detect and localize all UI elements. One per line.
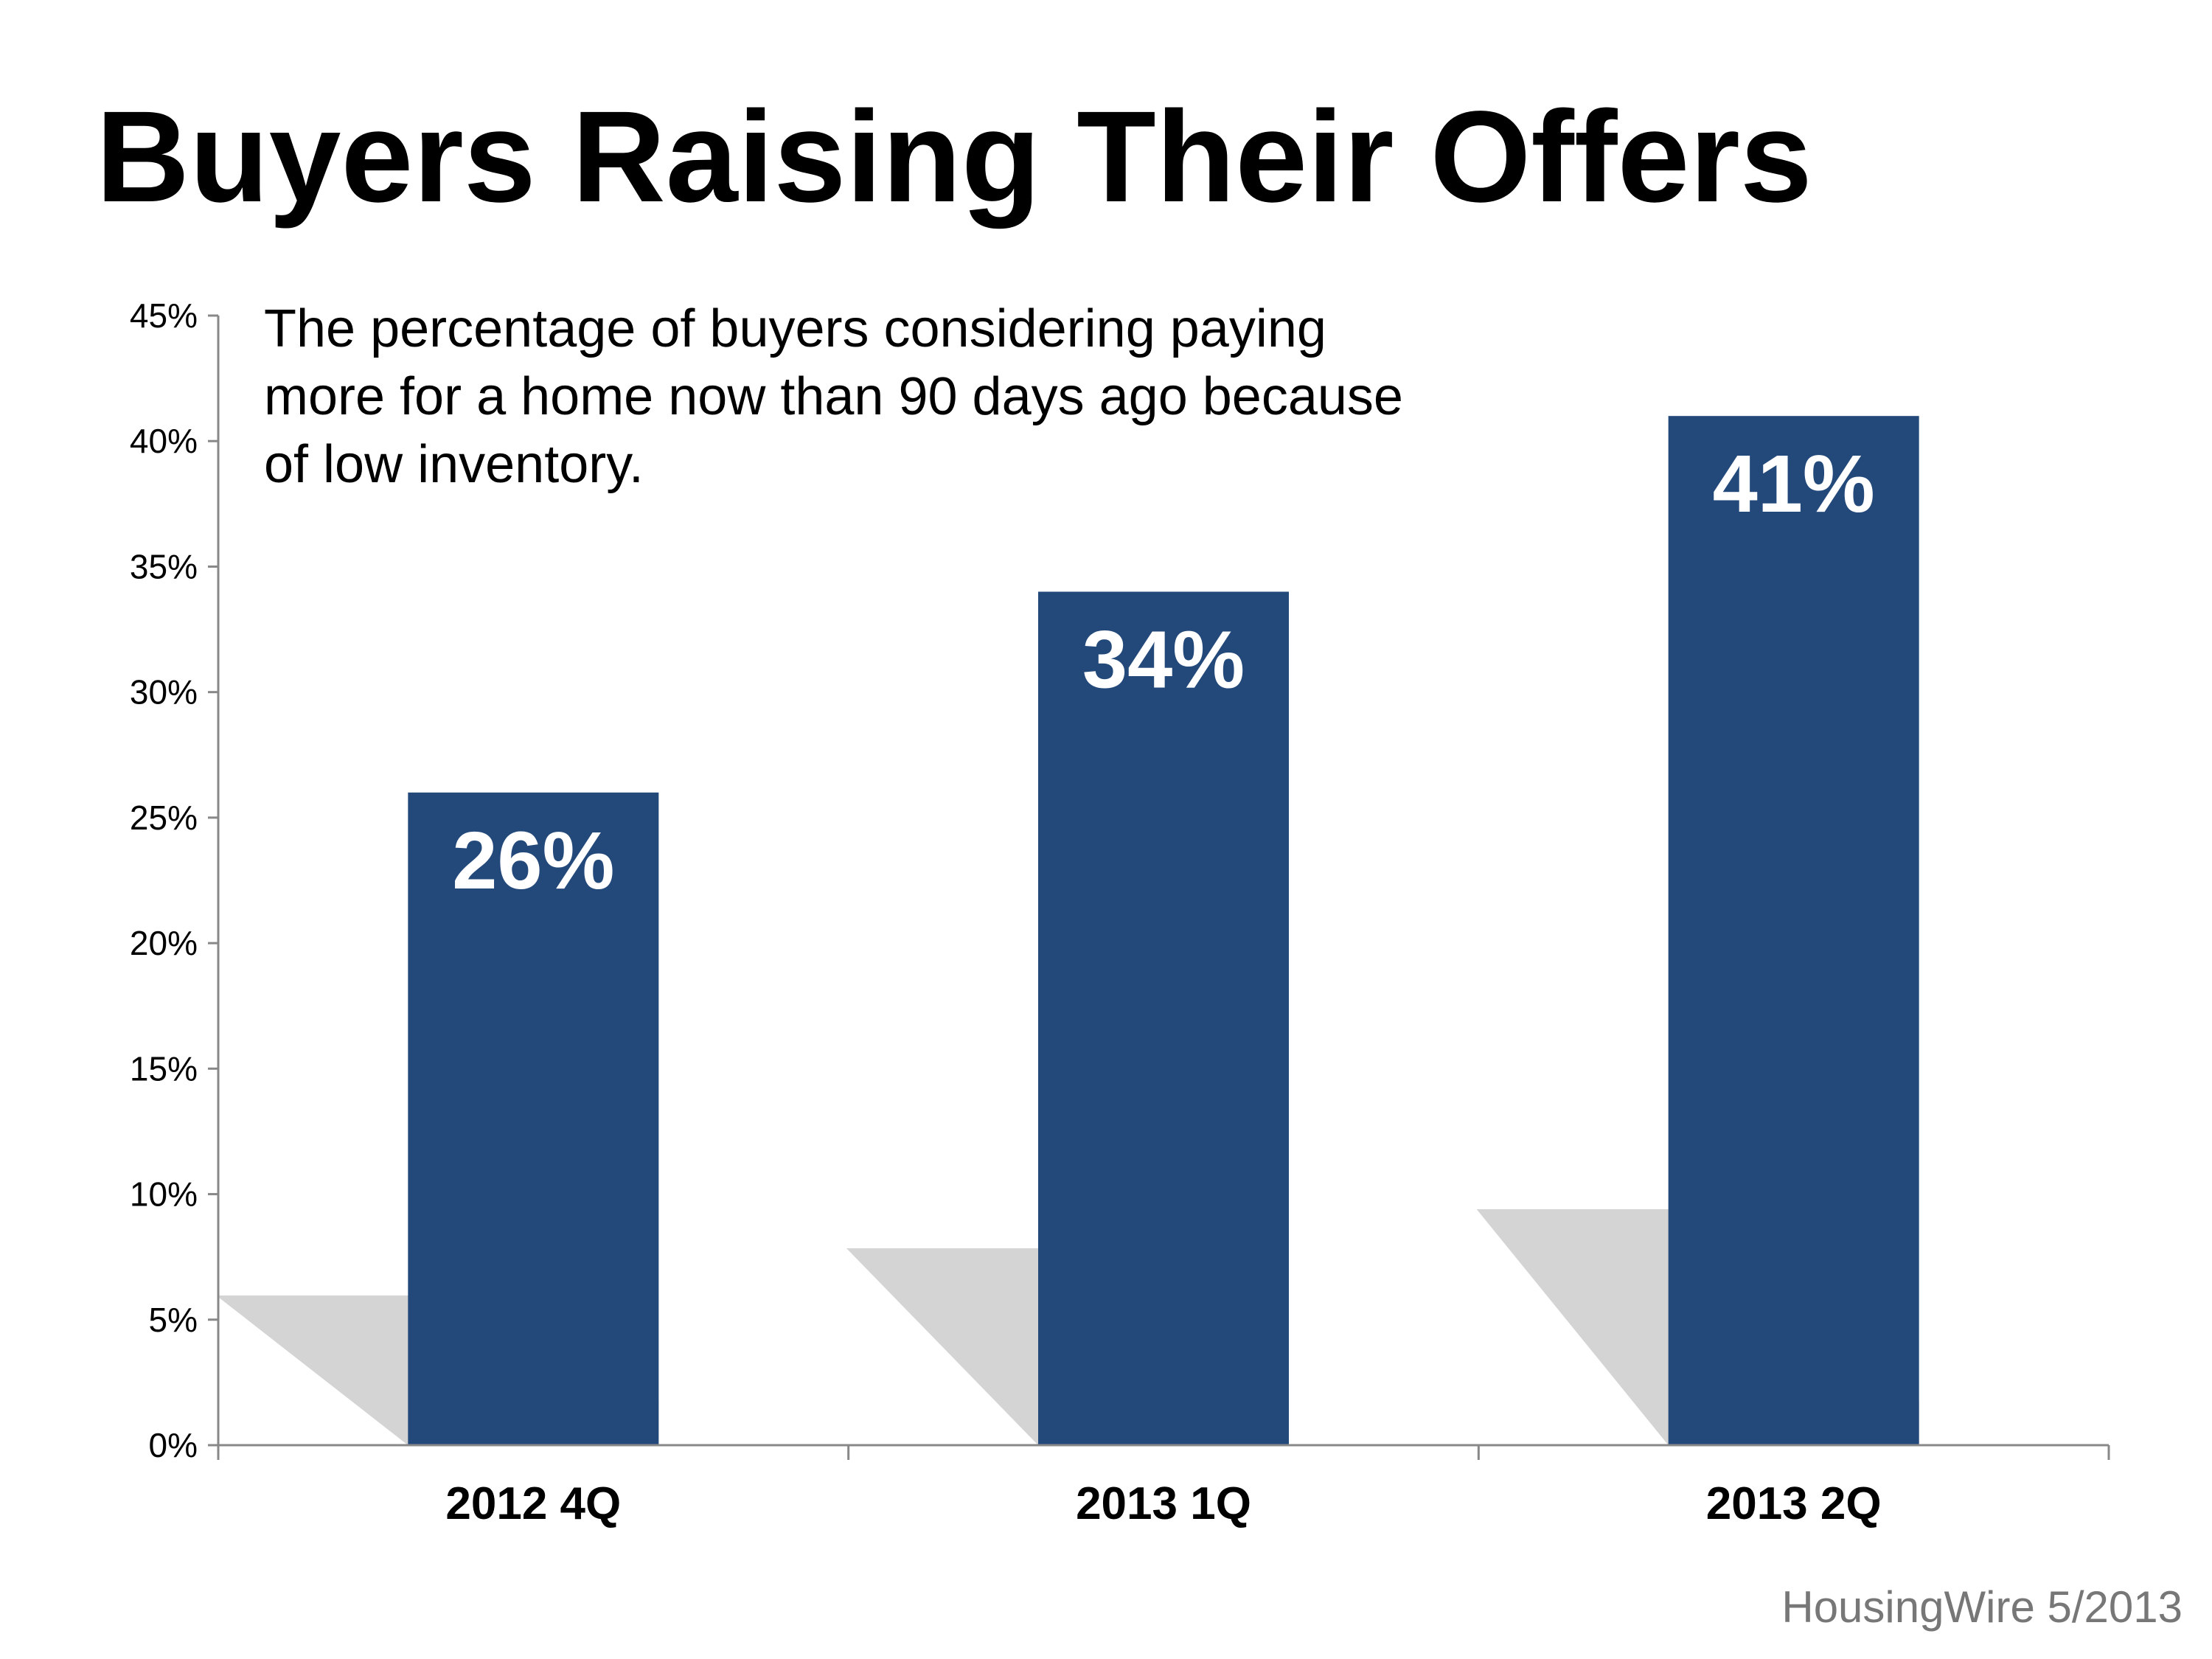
- bar-2012-4q: [408, 792, 659, 1445]
- y-tick-label: 0%: [149, 1426, 198, 1464]
- x-tick-label: 2013 1Q: [1076, 1478, 1251, 1529]
- data-label: 41%: [1713, 439, 1875, 529]
- x-tick-label: 2012 4Q: [445, 1478, 621, 1529]
- y-tick-label: 45%: [130, 296, 198, 335]
- data-label: 26%: [452, 815, 614, 906]
- labels: 0% 5% 10% 15% 20% 25% 30% 35% 40% 45% 2012 4Q 2013 …: [130, 296, 1882, 1529]
- y-tick-label: 25%: [130, 799, 198, 837]
- source-credit: HousingWire 5/2013: [1781, 1582, 2183, 1632]
- y-tick-label: 40%: [130, 422, 198, 460]
- y-tick-label: 10%: [130, 1175, 198, 1214]
- y-tick-label: 5%: [149, 1301, 198, 1339]
- chart-subtitle: The percentage of buyers considering pay…: [264, 299, 1403, 494]
- bar-2013-1q: [1038, 591, 1289, 1445]
- bar-2013-2q: [1668, 416, 1919, 1446]
- y-tick-label: 20%: [130, 924, 198, 962]
- data-label: 34%: [1082, 614, 1245, 705]
- x-tick-label: 2013 2Q: [1706, 1478, 1882, 1529]
- chart-title: Buyers Raising Their Offers: [96, 85, 1812, 229]
- axes: [208, 314, 2110, 1460]
- y-tick-label: 35%: [130, 547, 198, 585]
- bars: [408, 416, 1919, 1446]
- y-tick-label: 15%: [130, 1049, 198, 1088]
- y-tick-label: 30%: [130, 673, 198, 712]
